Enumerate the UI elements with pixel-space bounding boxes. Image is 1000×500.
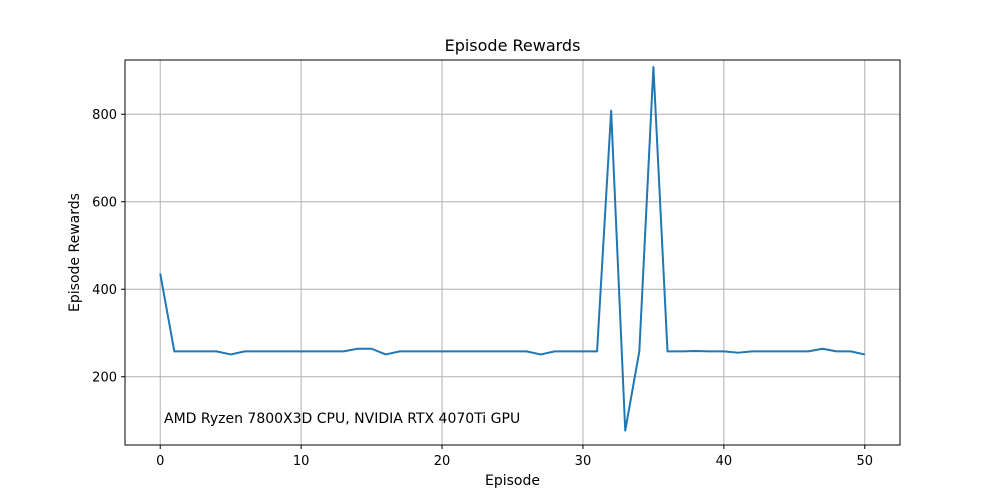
y-tick-label: 400	[92, 283, 117, 298]
x-tick-label: 20	[434, 454, 451, 469]
plot-frame	[124, 59, 901, 446]
y-axis-label: Episode Rewards	[67, 193, 83, 312]
y-tick-label: 200	[92, 370, 117, 385]
x-axis-label: Episode	[485, 473, 540, 489]
y-tick-label: 800	[92, 108, 117, 123]
x-tick-label: 40	[716, 454, 733, 469]
x-tick-label: 0	[156, 454, 164, 469]
x-tick-label: 50	[856, 454, 873, 469]
series-line	[159, 66, 865, 432]
x-tick-label: 10	[293, 454, 310, 469]
chart-title: Episode Rewards	[445, 36, 581, 55]
series-group	[159, 66, 865, 432]
hardware-annotation: AMD Ryzen 7800X3D CPU, NVIDIA RTX 4070Ti…	[164, 411, 520, 427]
grid	[125, 60, 900, 445]
x-tick-label: 30	[575, 454, 592, 469]
y-tick-label: 600	[92, 195, 117, 210]
axis-ticks: 0 10 20 30 40 50 200 400 600 800	[92, 108, 873, 469]
